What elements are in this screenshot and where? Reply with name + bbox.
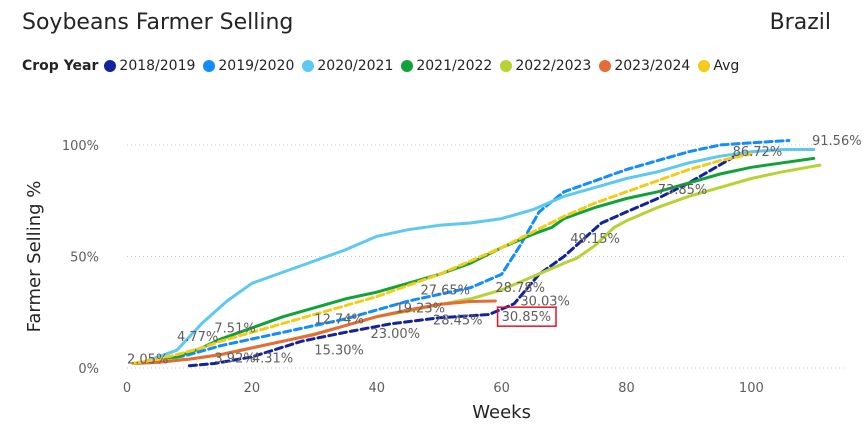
axes: 0% 50% 100% 0 20 40 60 80 100 Weeks Farmer Selling…: [24, 139, 764, 423]
x-tick-label: 20: [244, 381, 261, 396]
data-label: 27.65%: [420, 283, 470, 298]
y-tick-label: 100%: [62, 139, 99, 154]
legend-marker: [401, 60, 414, 72]
x-tick-label: 60: [493, 381, 510, 396]
x-axis-title: Weeks: [472, 402, 531, 423]
legend-label: 2023/2024: [614, 58, 691, 74]
y-tick-label: 0%: [78, 362, 99, 377]
data-label: 73.85%: [658, 183, 708, 198]
y-axis-title: Farmer Selling %: [24, 181, 45, 333]
legend-label: 2020/2021: [317, 58, 394, 74]
legend: Crop Year 2018/2019 2019/2020 2020/2021 …: [22, 58, 747, 74]
data-label: 7.51%: [214, 321, 255, 336]
series-line-2023-2024: [131, 299, 497, 365]
legend-label: 2018/2019: [119, 58, 196, 74]
data-label: 28.45%: [433, 314, 483, 329]
legend-marker: [500, 60, 513, 72]
data-label: 4.77%: [177, 330, 218, 345]
legend-marker: [203, 60, 216, 72]
x-tick-label: 40: [368, 381, 385, 396]
data-label: 49.15%: [570, 232, 620, 247]
data-label: 91.56%: [812, 134, 862, 149]
data-label: 23.00%: [370, 327, 420, 342]
legend-item-avg[interactable]: Avg: [698, 58, 739, 74]
legend-label: 2021/2022: [416, 58, 493, 74]
x-tick-label: 80: [618, 381, 635, 396]
highlight-box: [496, 306, 557, 327]
data-label: 15.30%: [314, 344, 364, 359]
legend-label: Avg: [713, 58, 740, 74]
data-label: 30.85%: [502, 310, 552, 325]
data-label: 4.31%: [252, 351, 293, 366]
legend-item-2022-2023[interactable]: 2022/2023: [500, 58, 591, 74]
legend-item-2020-2021[interactable]: 2020/2021: [302, 58, 393, 74]
region-label: Brazil: [769, 10, 831, 35]
legend-marker: [599, 60, 612, 72]
legend-marker: [698, 60, 711, 72]
legend-title: Crop Year: [22, 58, 99, 74]
x-tick-label: 0: [123, 381, 131, 396]
series-line-2019-2020: [131, 139, 791, 365]
data-label: 12.74%: [314, 312, 364, 327]
legend-item-2018-2019[interactable]: 2018/2019: [104, 58, 195, 74]
legend-item-2019-2020[interactable]: 2019/2020: [203, 58, 294, 74]
series-line-2021-2022: [131, 156, 816, 365]
legend-item-2021-2022[interactable]: 2021/2022: [401, 58, 492, 74]
legend-marker: [104, 60, 117, 72]
series-line-2020-2021: [138, 148, 816, 365]
y-tick-label: 50%: [70, 251, 99, 266]
data-label: 2.05%: [127, 352, 168, 367]
chart-title: Soybeans Farmer Selling: [22, 10, 294, 35]
series-line-avg: [131, 152, 753, 365]
data-label: 28.78%: [495, 281, 545, 296]
legend-label: 2022/2023: [515, 58, 592, 74]
legend-label: 2019/2020: [218, 58, 295, 74]
data-label: 19.23%: [395, 301, 445, 316]
x-tick-label: 100: [739, 381, 764, 396]
data-label: 30.03%: [520, 295, 570, 310]
data-label: 3.92%: [214, 351, 255, 366]
data-labels: 2.05% 4.77%7.51% 3.92%4.31% 12.74% 15.30% 19.…: [127, 134, 862, 367]
legend-marker: [302, 60, 315, 72]
series-line-2018-2019: [187, 152, 741, 368]
legend-item-2023-2024[interactable]: 2023/2024: [599, 58, 690, 74]
data-label: 86.72%: [733, 145, 783, 160]
series-lines: [131, 139, 822, 368]
